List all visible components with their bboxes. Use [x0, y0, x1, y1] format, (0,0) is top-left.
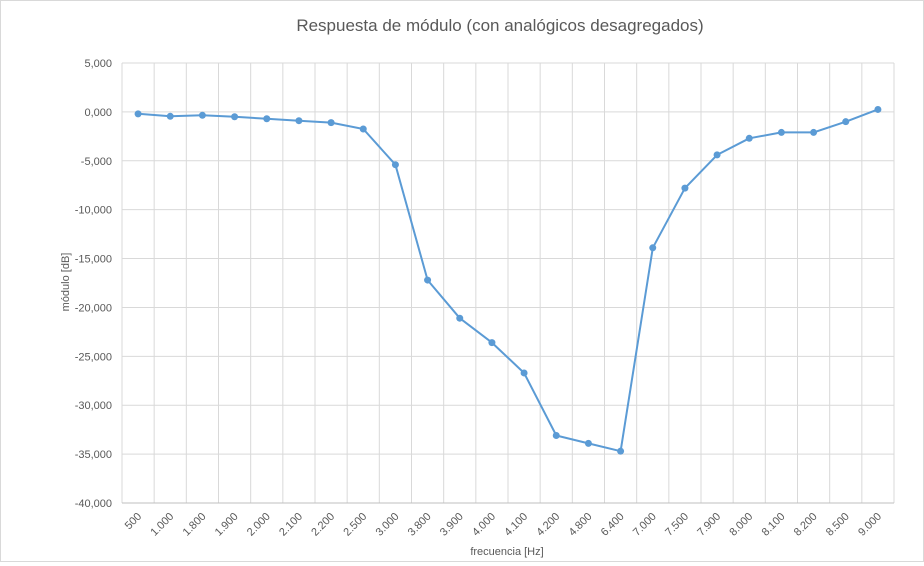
data-point	[231, 113, 239, 121]
gridlines	[121, 62, 895, 504]
x-tick-label: 500	[123, 511, 144, 532]
y-tick-label: -25,000	[75, 351, 112, 363]
data-point	[874, 105, 882, 113]
x-tick-label: 2.100	[277, 511, 305, 539]
x-tick-label: 3.000	[374, 511, 402, 539]
data-point	[681, 184, 689, 192]
series-layer	[134, 105, 882, 455]
data-point	[456, 314, 464, 322]
x-axis-label: frecuencia [Hz]	[470, 546, 543, 558]
data-point	[488, 339, 496, 347]
data-point	[327, 119, 335, 127]
y-tick-label: -15,000	[75, 254, 112, 266]
data-point	[166, 112, 174, 120]
data-point	[552, 432, 560, 440]
x-tick-label: 4.100	[502, 511, 530, 539]
data-point	[359, 125, 367, 133]
data-point	[777, 128, 785, 136]
x-tick-label: 8.000	[727, 511, 755, 539]
x-tick-label: 8.500	[824, 511, 852, 539]
x-tick-label: 8.200	[792, 511, 820, 539]
chart-title: Respuesta de módulo (con analógicos desa…	[296, 16, 703, 35]
x-tick-label: 1.800	[181, 511, 209, 539]
x-tick-label: 7.900	[695, 511, 723, 539]
x-tick-label: 7.000	[631, 511, 659, 539]
data-point	[520, 369, 528, 377]
y-tick-label: -35,000	[75, 449, 112, 461]
y-tick-label: 5,000	[84, 58, 112, 70]
y-tick-label: -10,000	[75, 205, 112, 217]
x-tick-label: 4.200	[534, 511, 562, 539]
data-point	[713, 151, 721, 159]
data-point	[617, 447, 625, 455]
data-point	[198, 111, 206, 119]
x-tick-label: 3.800	[406, 511, 434, 539]
data-point	[649, 244, 657, 252]
y-axis-ticks: 5,000 0,000 -5,000 -10,000 -15,000 -20,000 -25…	[75, 58, 112, 510]
y-axis-label: módulo [dB]	[60, 253, 72, 312]
x-tick-label: 3.900	[438, 511, 466, 539]
x-tick-label: 7.500	[663, 511, 691, 539]
data-point	[134, 110, 142, 118]
y-tick-label: -30,000	[75, 400, 112, 412]
x-tick-label: 2.500	[341, 511, 369, 539]
y-tick-label: -40,000	[75, 498, 112, 510]
y-tick-label: -5,000	[81, 156, 112, 168]
x-tick-label: 2.200	[309, 511, 337, 539]
x-tick-label: 2.000	[245, 511, 273, 539]
data-point	[745, 134, 753, 142]
data-point	[391, 161, 399, 169]
y-tick-label: 0,000	[84, 107, 112, 119]
x-tick-label: 6.400	[599, 511, 627, 539]
data-point	[263, 115, 271, 123]
data-point	[295, 117, 303, 125]
series-line	[138, 108, 879, 453]
x-axis-ticks: 500 1.000 1.800 1.900 2.000 2.100 2.200 2.500 3.…	[123, 511, 884, 539]
data-point	[810, 128, 818, 136]
y-tick-label: -20,000	[75, 302, 112, 314]
x-tick-label: 9.000	[856, 511, 884, 539]
data-point	[424, 276, 432, 284]
data-point	[584, 439, 592, 447]
data-point	[842, 118, 850, 126]
x-tick-label: 4.800	[567, 511, 595, 539]
x-tick-label: 1.900	[213, 511, 241, 539]
x-tick-label: 4.000	[470, 511, 498, 539]
x-tick-label: 8.100	[760, 511, 788, 539]
x-tick-label: 1.000	[148, 511, 176, 539]
